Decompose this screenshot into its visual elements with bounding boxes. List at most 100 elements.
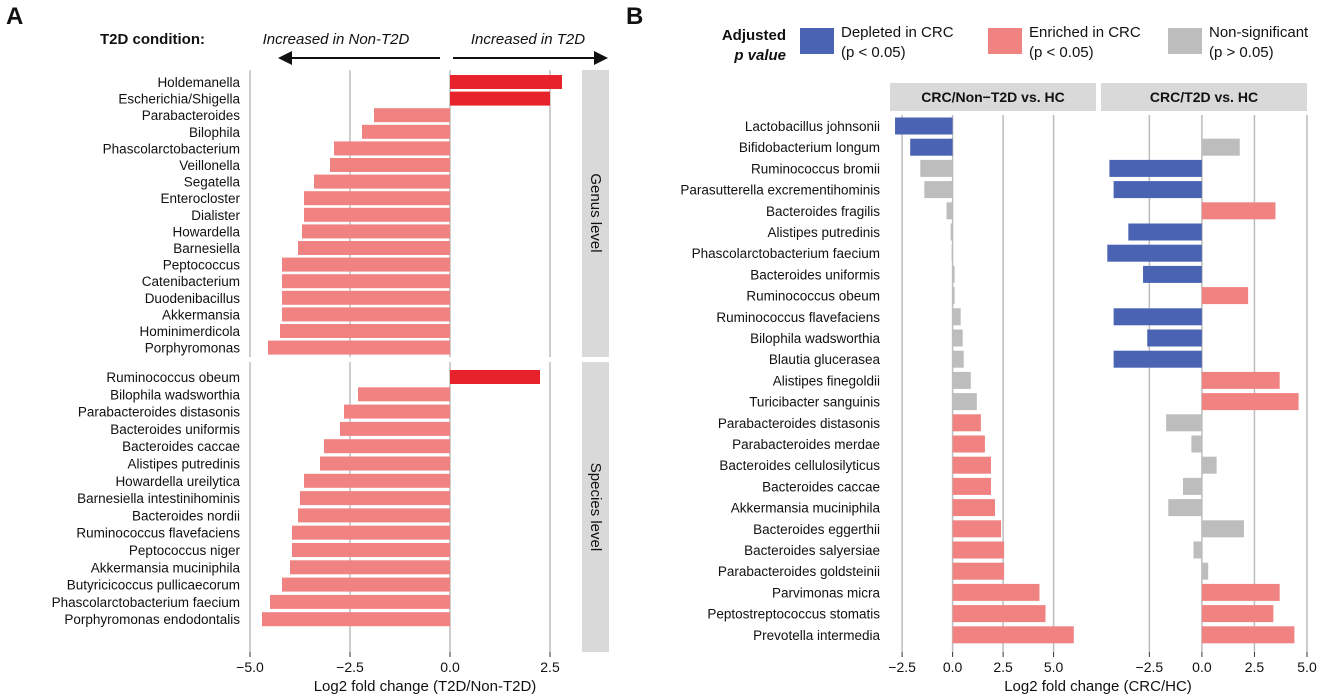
legend-enriched-sub: (p < 0.05): [1029, 44, 1094, 61]
legend-nonsig-sub: (p > 0.05): [1209, 44, 1274, 61]
bar-barnesiella: [298, 241, 450, 255]
genus-facet: Holdemanella Escherichia/ShigellaParabact…: [103, 70, 562, 357]
bar-t2d-bacteroides-salyersiae: [1193, 541, 1202, 559]
facet-label-t2d: CRC/T2D vs. HC: [1150, 89, 1258, 105]
bar-t2d-parabacteroides-distasonis: [1166, 414, 1202, 432]
panel-b: B Adjusted p value Depleted in CRC (p < …: [626, 3, 1317, 695]
y-label-bifidobacterium-longum: Bifidobacterium longum: [739, 140, 880, 155]
bar-non-t2d-parabacteroides-goldsteinii: [952, 562, 1005, 580]
y-label-phascolarctobacterium-faecium: Phascolarctobacterium faecium: [52, 595, 240, 610]
bar-catenibacterium: [282, 274, 450, 289]
right-arrow-label: Increased in T2D: [471, 31, 585, 48]
bar-hominimerdicola: [280, 324, 450, 338]
y-label-butyricicoccus-pullicaecorum: Butyricicoccus pullicaecorum: [67, 578, 240, 593]
bar-parabacteroides: [374, 108, 450, 123]
bar-t2d-parvimonas-micra: [1201, 583, 1280, 601]
bar-peptococcus-niger: [292, 543, 450, 557]
y-label-bacteroides-nordii: Bacteroides nordii: [132, 508, 240, 523]
bar-peptococcus: [282, 257, 450, 272]
y-label-parasutterella-excrementihominis: Parasutterella excrementihominis: [680, 183, 880, 198]
x-tick-label: −5.0: [236, 659, 264, 675]
bar-non-t2d-blautia-glucerasea: [952, 350, 964, 368]
panel-a-condition-label: T2D condition:: [100, 31, 205, 48]
y-label-bacteroides-fragilis: Bacteroides fragilis: [766, 204, 880, 219]
bar-non-t2d-bacteroides-cellulosilyticus: [952, 456, 991, 474]
bar-bilophila: [362, 124, 450, 139]
bar-t2d-parasutterella-excrementihominis: [1113, 181, 1202, 199]
y-label-parabacteroides: Parabacteroides: [142, 108, 241, 123]
bar-non-t2d-akkermansia-muciniphila: [952, 499, 996, 517]
species-strip: [582, 362, 609, 652]
y-label-parabacteroides-distasonis: Parabacteroides distasonis: [718, 416, 880, 431]
bar-t2d-ruminococcus-flavefaciens: [1113, 308, 1202, 326]
y-label-duodenibacillus: Duodenibacillus: [145, 291, 241, 306]
y-label-bilophila-wadsworthia: Bilophila wadsworthia: [110, 387, 240, 402]
x-tick-label: −2.5: [888, 659, 916, 675]
bar-t2d-bacteroides-uniformis: [1143, 265, 1202, 283]
bar-non-t2d-ruminococcus-flavefaciens: [952, 308, 961, 326]
bar-t2d-blautia-glucerasea: [1113, 350, 1202, 368]
bar-t2d-ruminococcus-bromii: [1109, 159, 1202, 177]
bar-t2d-bacteroides-fragilis: [1201, 202, 1276, 220]
y-label-phascolarctobacterium-faecium: Phascolarctobacterium faecium: [692, 246, 880, 261]
bar-non-t2d-parasutterella-excrementihominis: [924, 181, 953, 199]
y-label-howardella: Howardella: [172, 224, 240, 239]
panel-a: A T2D condition: Increased in Non-T2D In…: [6, 3, 609, 695]
bar-non-t2d-parabacteroides-distasonis: [952, 414, 981, 432]
bar-phascolarctobacterium: [334, 141, 450, 156]
y-label-prevotella-intermedia: Prevotella intermedia: [753, 628, 880, 643]
legend-nonsig-label: Non-significant: [1209, 24, 1309, 41]
y-label-phascolarctobacterium: Phascolarctobacterium: [103, 141, 240, 156]
facet-strip-t2d: [1101, 83, 1307, 111]
bar-t2d-prevotella-intermedia: [1201, 626, 1295, 644]
bar-t2d-peptostreptococcus-stomatis: [1201, 605, 1274, 623]
legend-enriched-swatch: [988, 28, 1022, 54]
y-label-porphyromonas-endodontalis: Porphyromonas endodontalis: [64, 612, 240, 627]
bar-t2d-turicibacter-sanguinis: [1201, 393, 1299, 411]
bar-akkermansia-muciniphila: [290, 560, 450, 575]
bar-non-t2d-ruminococcus-obeum: [952, 287, 955, 305]
bar-segatella: [314, 174, 450, 189]
bar-porphyromonas: [268, 340, 450, 355]
y-label-howardella-ureilytica: Howardella ureilytica: [115, 474, 240, 489]
bar-bacteroides-nordii: [298, 508, 450, 523]
bar-veillonella: [330, 158, 450, 172]
bar-duodenibacillus: [282, 290, 450, 305]
bar-non-t2d-turicibacter-sanguinis: [952, 393, 977, 411]
y-label-hominimerdicola: Hominimerdicola: [139, 324, 240, 339]
legend-nonsig-swatch: [1168, 28, 1202, 54]
bar-t2d-parabacteroides-goldsteinii: [1201, 562, 1209, 580]
bar-t2d-bacteroides-caccae: [1182, 477, 1202, 495]
legend-depleted-sub: (p < 0.05): [841, 44, 906, 61]
bar-t2d-bacteroides-eggerthii: [1201, 520, 1244, 538]
y-label-alistipes-putredinis: Alistipes putredinis: [127, 457, 240, 472]
legend-depleted-swatch: [800, 28, 834, 54]
panel-b-x-title: Log2 fold change (CRC/HC): [1004, 678, 1192, 695]
bar-barnesiella-intestinihominis: [300, 491, 450, 506]
y-label-parabacteroides-distasonis: Parabacteroides distasonis: [78, 405, 240, 420]
bar-t2d-bifidobacterium-longum: [1201, 138, 1240, 156]
bar-non-t2d-parabacteroides-merdae: [952, 435, 985, 453]
y-label-bacteroides-uniformis: Bacteroides uniformis: [750, 267, 880, 282]
species-facet: Ruminococcus obeum Bilophila wadsworthia P…: [52, 362, 551, 652]
x-tick-label: 5.0: [1044, 659, 1064, 675]
y-label-ruminococcus-flavefaciens: Ruminococcus flavefaciens: [76, 526, 240, 541]
y-label-blautia-glucerasea: Blautia glucerasea: [769, 352, 881, 367]
species-strip-label: Species level: [587, 463, 604, 551]
y-label-bilophila: Bilophila: [189, 125, 241, 140]
facet-label-non-t2d: CRC/Non−T2D vs. HC: [921, 89, 1065, 105]
x-tick-label: 0.0: [943, 659, 963, 675]
genus-strip: [582, 70, 609, 357]
x-tick-label: −2.5: [1136, 659, 1164, 675]
y-label-akkermansia-muciniphila: Akkermansia muciniphila: [91, 560, 241, 575]
bar-ruminococcus-flavefaciens: [292, 525, 450, 540]
bar-enterocloster: [304, 191, 450, 206]
bar-holdemanella: [450, 75, 562, 89]
y-label-akkermansia-muciniphila: Akkermansia muciniphila: [731, 501, 881, 516]
y-label-ruminococcus-bromii: Ruminococcus bromii: [751, 161, 880, 176]
y-label-escherichia-shigella: Escherichia/Shigella: [118, 92, 240, 107]
bar-non-t2d-peptostreptococcus-stomatis: [952, 605, 1046, 623]
bar-non-t2d-ruminococcus-bromii: [920, 159, 953, 177]
bar-t2d-phascolarctobacterium-faecium: [1107, 244, 1202, 262]
